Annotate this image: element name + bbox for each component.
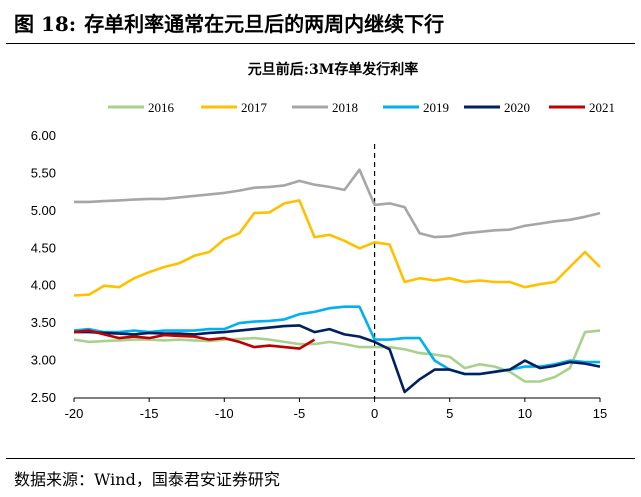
x-tick-label: -15 [140,406,159,421]
y-tick-label: 6.00 [31,128,56,143]
legend-label-2020: 2020 [504,100,530,115]
legend-label-2021: 2021 [589,100,615,115]
chart-legend: 2016 2017 2018 2019 2020 2021 [108,100,615,115]
x-axis-ticks: -20 -15 -10 -5 0 5 10 15 [65,398,607,421]
series-line-2016 [73,329,601,383]
legend-label-2018: 2018 [332,100,358,115]
y-tick-label: 5.00 [31,203,56,218]
figure-title: 图 18: 存单利率通常在元旦后的两周内继续下行 [14,8,444,37]
x-tick-label: 5 [446,406,453,421]
series-line-2018 [74,168,601,239]
y-tick-label: 2.50 [31,390,56,405]
series-line-2017 [73,199,601,297]
series-line-2020 [74,324,601,394]
bottom-rule [6,458,635,459]
x-tick-label: -5 [294,406,306,421]
series-lines [73,168,601,394]
y-tick-label: 5.50 [31,165,56,180]
y-tick-label: 3.00 [31,353,56,368]
legend-label-2017: 2017 [241,100,268,115]
y-tick-label: 4.00 [31,278,56,293]
figure-title-text: 存单利率通常在元旦后的两周内继续下行 [84,12,445,36]
legend-label-2016: 2016 [148,100,175,115]
line-chart: 元旦前后:3M存单发行利率 2016 2017 2018 2019 2020 2021 6… [31,61,615,421]
x-tick-label: 15 [593,406,607,421]
data-source: 数据来源：Wind，国泰君安证券研究 [14,470,280,489]
y-tick-label: 4.50 [31,240,56,255]
legend-label-2019: 2019 [423,100,449,115]
series-line-2021 [73,329,316,350]
y-tick-label: 3.50 [31,315,56,330]
x-tick-label: 0 [371,406,378,421]
y-axis-ticks: 6.00 5.50 5.00 4.50 4.00 3.50 3.00 2.50 [31,128,56,405]
x-tick-label: 10 [518,406,532,421]
x-tick-label: -20 [65,406,84,421]
x-tick-label: -10 [215,406,234,421]
top-rule [6,43,635,44]
figure-number: 图 18: [14,12,77,36]
chart-title: 元旦前后:3M存单发行利率 [248,61,418,78]
